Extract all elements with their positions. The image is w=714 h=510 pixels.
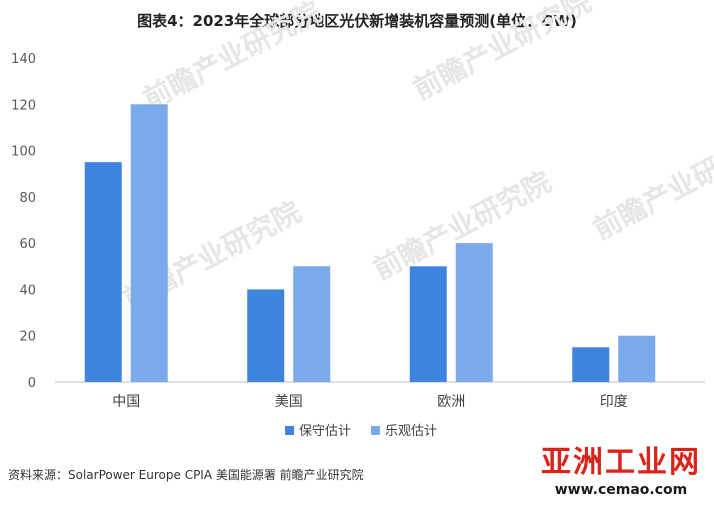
x-axis: 中国 美国 欧洲 印度 [112, 394, 628, 410]
bar-optimistic [293, 266, 331, 382]
site-logo-name: 亚洲工业网 [541, 445, 701, 480]
x-tick-label: 印度 [600, 394, 628, 410]
y-tick-label: 80 [19, 191, 36, 206]
bar-optimistic [130, 104, 168, 383]
legend-label: 保守估计 [299, 424, 351, 439]
watermark: 前瞻产业研究院 [408, 0, 597, 106]
bar-optimistic [455, 243, 493, 382]
site-logo-url: www.cemao.com [554, 482, 688, 498]
bar-conservative [247, 289, 285, 382]
x-tick-label: 美国 [275, 394, 303, 410]
y-tick-label: 120 [11, 98, 36, 113]
watermark: 前瞻产业研究院 [138, 0, 327, 116]
bar-conservative [572, 347, 610, 382]
y-tick-label: 140 [11, 52, 36, 67]
x-tick-label: 欧洲 [437, 394, 465, 410]
site-logo[interactable]: 亚洲工业网 www.cemao.com [532, 445, 710, 499]
y-tick-label: 60 [19, 237, 36, 252]
watermark: 前瞻产业研究院 [588, 125, 714, 246]
bar-conservative [84, 162, 122, 382]
chart-title: 图表4：2023年全球部分地区光伏新增装机容量预测(单位：GW) [137, 12, 577, 30]
bar-optimistic [618, 335, 656, 382]
y-tick-label: 20 [19, 330, 36, 345]
bar-conservative [409, 266, 447, 382]
y-tick-label: 0 [28, 376, 36, 391]
legend-swatch [371, 426, 380, 435]
y-tick-label: 40 [19, 283, 36, 298]
legend-label: 乐观估计 [385, 424, 437, 439]
bars-group [84, 104, 656, 383]
legend-swatch [285, 426, 294, 435]
legend: 保守估计 乐观估计 [285, 424, 437, 439]
y-axis: 0 20 40 60 80 100 120 140 [11, 52, 36, 391]
y-tick-label: 100 [11, 145, 36, 160]
source-note: 资料来源：SolarPower Europe CPIA 美国能源署 前瞻产业研究… [8, 468, 364, 482]
x-tick-label: 中国 [112, 394, 140, 410]
